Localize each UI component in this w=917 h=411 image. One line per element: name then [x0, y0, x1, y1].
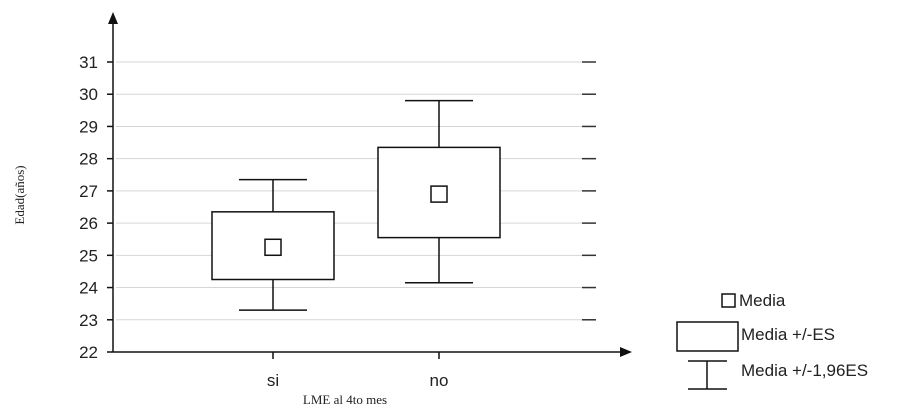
y-axis-title: Edad(años): [12, 165, 27, 224]
box-si: [211, 178, 335, 311]
grid-lines: [116, 61, 582, 321]
legend-label-ci: Media +/-1,96ES: [741, 361, 868, 380]
y-tick-label: 22: [79, 343, 98, 362]
axes: [108, 12, 632, 357]
mean-marker: [430, 185, 448, 203]
x-ticks: si no: [267, 352, 449, 390]
legend-se-box-icon: [676, 321, 739, 352]
y-tick-label: 29: [79, 117, 98, 136]
y-tick-label: 23: [79, 311, 98, 330]
y-tick-label: 30: [79, 85, 98, 104]
right-tick-marks: [582, 61, 596, 321]
legend-label-se: Media +/-ES: [741, 325, 835, 344]
x-tick-label-no: no: [430, 371, 449, 390]
y-tick-label: 28: [79, 150, 98, 169]
y-axis-arrow-icon: [108, 12, 118, 24]
x-axis-arrow-icon: [620, 347, 632, 357]
legend: Media Media +/-ES Media +/-1,96ES: [676, 291, 868, 390]
y-tick-label: 24: [79, 279, 98, 298]
x-axis-title: LME al 4to mes: [303, 392, 387, 407]
mean-marker: [264, 238, 282, 257]
y-tick-label: 25: [79, 246, 98, 265]
legend-mean-icon: [721, 293, 736, 308]
boxes: [211, 99, 501, 311]
y-tick-label: 27: [79, 182, 98, 201]
y-tick-label: 31: [79, 53, 98, 72]
x-tick-label-si: si: [267, 371, 279, 390]
y-tick-label: 26: [79, 214, 98, 233]
box-no: [377, 99, 501, 284]
legend-label-mean: Media: [739, 291, 786, 310]
y-ticks: 22 23 24 25 26 27 28 29 30 31: [79, 53, 113, 362]
